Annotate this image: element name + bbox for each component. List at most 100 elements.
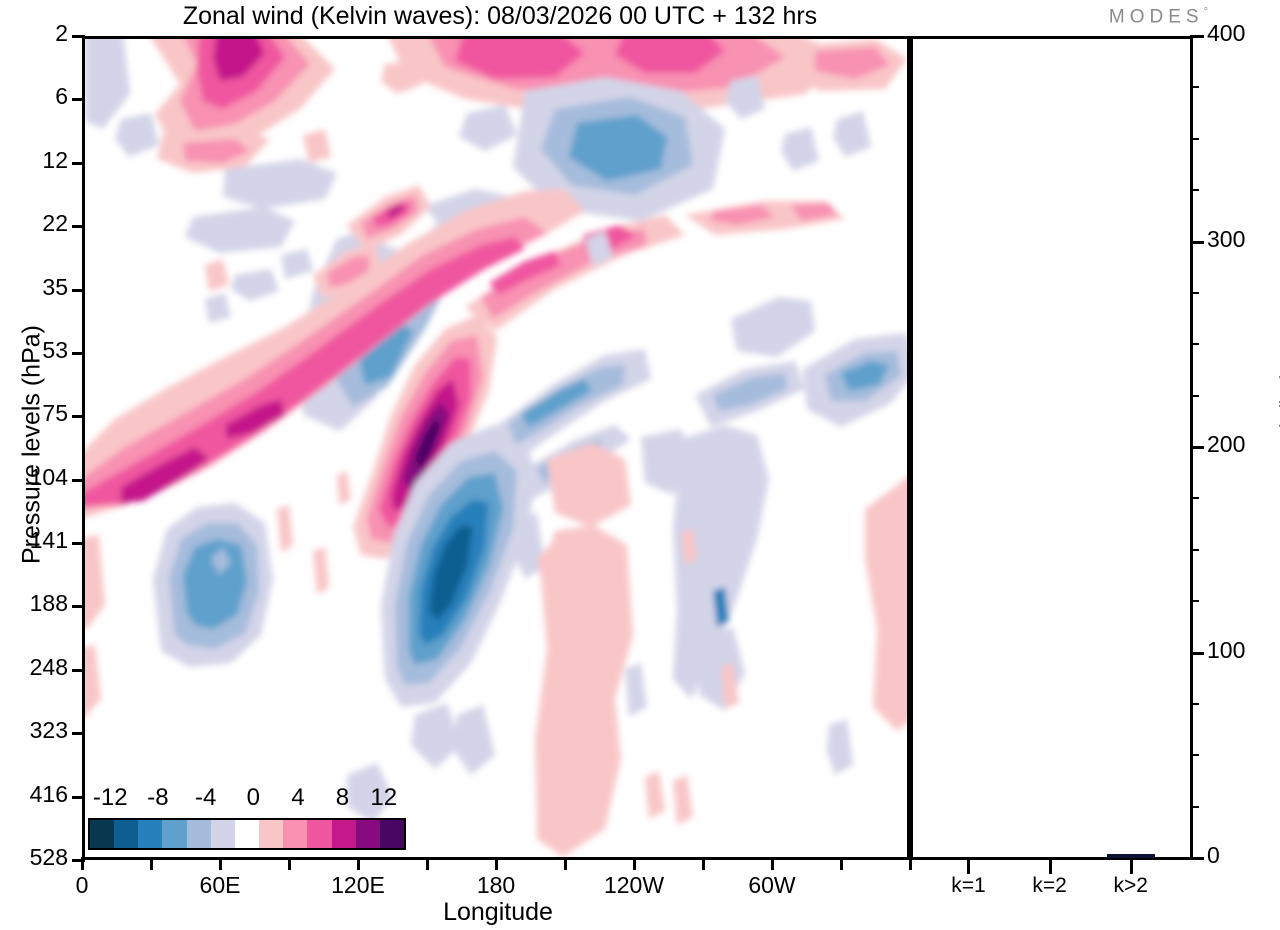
pressure-tick — [72, 161, 85, 165]
pressure-tick-label: 141 — [29, 527, 68, 554]
pressure-tick-label: 416 — [29, 780, 68, 807]
pressure-tick-label: 22 — [42, 210, 68, 237]
energy-tick — [1190, 291, 1199, 294]
energy-tick-label: 200 — [1207, 431, 1246, 457]
x-axis-title: Longitude — [443, 898, 553, 926]
energy-tick — [1190, 446, 1204, 449]
energy-tick — [1190, 240, 1204, 244]
colorbar-swatch-5 — [210, 820, 235, 848]
colorbar-swatch-6 — [234, 820, 260, 848]
pressure-tick — [72, 795, 85, 799]
pressure-tick — [72, 605, 85, 609]
energy-panel-bottom-border — [910, 857, 1193, 860]
energy-tick — [1190, 600, 1199, 603]
pressure-tick-label: 53 — [42, 336, 68, 363]
energy-tick-label: 0 — [1207, 842, 1220, 868]
colorbar-swatch-12 — [379, 820, 405, 848]
longitude-tick-label: 180 — [476, 872, 516, 898]
longitude-tick — [81, 857, 84, 870]
energy-tick — [1190, 35, 1204, 38]
colorbar-swatch-2 — [138, 820, 163, 848]
energy-tick — [1190, 394, 1199, 397]
colorbar-swatch-4 — [186, 820, 211, 848]
energy-tick — [1190, 548, 1199, 551]
energy-axis-title: Energy (J/kg) — [1275, 370, 1280, 519]
pressure-tick — [72, 98, 85, 102]
pressure-tick-label: 323 — [29, 717, 68, 744]
colorbar-swatch-7 — [259, 820, 284, 848]
longitude-tick-label: 60W — [748, 872, 796, 898]
energy-tick — [1190, 702, 1199, 705]
energy-panel-left-border — [910, 36, 913, 860]
energy-tick-label: 400 — [1207, 20, 1246, 46]
pressure-tick — [72, 542, 85, 546]
energy-tick — [1190, 343, 1199, 346]
longitude-tick — [633, 857, 636, 870]
longitude-tick — [495, 857, 498, 870]
pressure-tick-label: 6 — [55, 83, 68, 110]
colorbar-swatch-11 — [355, 820, 380, 848]
pressure-tick-label: 12 — [42, 146, 68, 173]
pressure-tick — [72, 859, 85, 862]
longitude-tick — [840, 857, 843, 870]
longitude-tick-label: 60E — [199, 872, 241, 898]
longitude-tick — [702, 857, 705, 870]
longitude-tick — [288, 857, 291, 870]
pressure-tick-label: 75 — [42, 400, 68, 427]
pressure-tick-label: 35 — [42, 273, 68, 300]
colorbar-label-2: -4 — [194, 784, 217, 811]
colorbar-label-1: -8 — [147, 784, 169, 811]
pressure-tick-label: 2 — [55, 20, 68, 46]
longitude-tick — [219, 857, 222, 870]
longitude-tick — [357, 857, 360, 870]
longitude-tick — [771, 857, 774, 870]
pressure-tick — [72, 415, 85, 419]
colorbar-swatch-8 — [283, 820, 308, 848]
wavenumber-tick — [1129, 860, 1133, 874]
longitude-tick — [426, 857, 429, 870]
energy-tick — [1190, 651, 1204, 655]
pressure-tick-label: 188 — [29, 590, 68, 617]
contour-field — [85, 39, 907, 857]
pressure-tick — [72, 288, 85, 292]
energy-tick — [1190, 857, 1204, 860]
pressure-tick — [72, 35, 85, 38]
energy-panel-top-border — [910, 36, 1193, 39]
wavenumber-tick-label: k=2 — [1032, 874, 1067, 897]
pressure-tick — [72, 478, 85, 482]
longitude-tick-label: 120E — [331, 872, 385, 898]
colorbar — [88, 818, 406, 850]
pressure-tick — [72, 225, 85, 229]
modes-wordmark: MODES — [1108, 6, 1204, 28]
pressure-tick — [72, 732, 85, 736]
longitude-tick-label: 120W — [603, 872, 665, 898]
colorbar-swatch-10 — [331, 820, 356, 848]
longitude-tick — [909, 857, 912, 870]
colorbar-label-3: 0 — [246, 784, 261, 811]
wavenumber-tick-label: k=1 — [951, 874, 986, 897]
modes-logo: MODES° — [1109, 6, 1208, 28]
colorbar-label-4: 4 — [291, 784, 305, 811]
wavenumber-tick — [967, 860, 971, 874]
colorbar-swatch-9 — [307, 820, 332, 848]
chart-title: Zonal wind (Kelvin waves): 08/03/2026 00… — [182, 2, 818, 30]
longitude-tick — [564, 857, 567, 870]
longitude-tick — [150, 857, 153, 870]
longitude-tick-label: 0 — [75, 872, 89, 898]
colorbar-label-0: -12 — [92, 784, 128, 811]
energy-tick — [1190, 805, 1199, 808]
pressure-tick-label: 528 — [29, 844, 68, 870]
pressure-tick-label: 248 — [29, 653, 68, 680]
colorbar-swatch-1 — [114, 820, 139, 848]
energy-tick-label: 100 — [1207, 636, 1246, 663]
energy-tick — [1190, 189, 1199, 192]
wavenumber-tick — [1048, 860, 1052, 874]
energy-tick — [1190, 137, 1199, 140]
pressure-tick-label: 104 — [29, 463, 68, 490]
energy-tick — [1190, 86, 1199, 89]
pressure-tick — [72, 351, 85, 355]
energy-bar — [1106, 853, 1155, 858]
colorbar-label-5: 8 — [335, 784, 350, 811]
contour-plot-panel — [82, 36, 910, 860]
